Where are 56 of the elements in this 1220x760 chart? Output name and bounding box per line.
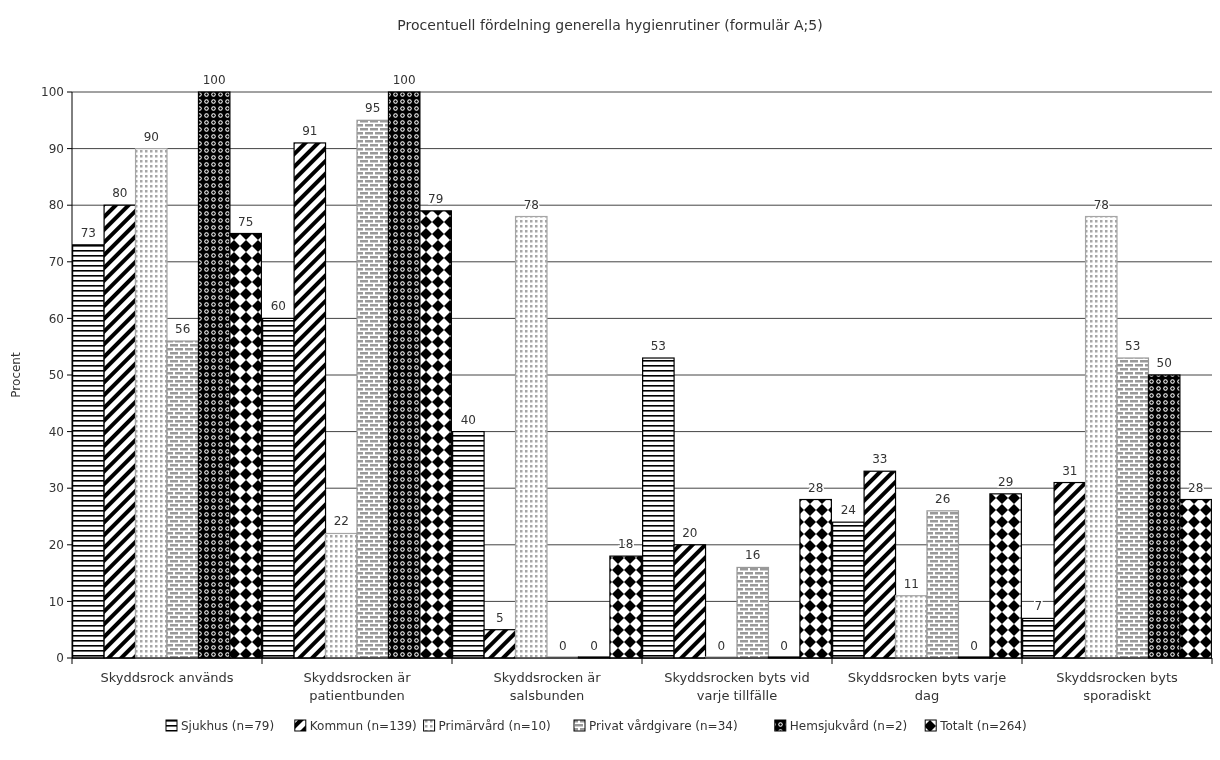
data-label: 20 xyxy=(682,525,698,540)
legend-label: Kommun (n=139) xyxy=(309,719,417,733)
data-label: 95 xyxy=(365,101,381,116)
data-label: 73 xyxy=(80,225,96,240)
x-tick-label: Skyddsrock används xyxy=(100,670,234,685)
y-tick-label: 40 xyxy=(48,424,64,439)
data-label: 31 xyxy=(1062,463,1078,478)
y-tick-label: 90 xyxy=(48,141,64,156)
x-tick-label: Skyddsrocken är salsbunden xyxy=(493,670,602,703)
data-label: 29 xyxy=(998,474,1014,489)
x-tick-label: Skyddsrocken är patientbunden xyxy=(303,670,412,703)
x-tick-label: Skyddsrocken byts vid varje tillfälle xyxy=(664,670,810,703)
data-label: 56 xyxy=(175,322,191,337)
data-label: 75 xyxy=(238,214,254,229)
y-tick-label: 20 xyxy=(48,538,64,552)
y-tick-label: 60 xyxy=(48,311,64,326)
legend-label: Totalt (n=264) xyxy=(939,719,1027,733)
data-label: 0 xyxy=(717,639,726,653)
data-label: 0 xyxy=(780,639,789,653)
data-label: 16 xyxy=(745,548,761,563)
data-label: 26 xyxy=(935,491,951,506)
chart-title: Procentuell fördelning generella hygienrutiner (formulär A;5) xyxy=(397,17,823,33)
data-label: 22 xyxy=(333,514,349,529)
y-tick-label: 80 xyxy=(48,198,64,213)
legend-label: Sjukhus (n=79) xyxy=(181,719,275,733)
y-axis-title: Procent xyxy=(9,352,23,398)
data-label: 80 xyxy=(112,186,128,201)
x-tick-label: Skyddsrocken byts varje dag xyxy=(847,670,1007,703)
data-label: 53 xyxy=(1125,339,1141,354)
data-label: 50 xyxy=(1156,356,1172,370)
data-label: 100 xyxy=(392,73,416,87)
y-tick-label: 100 xyxy=(41,85,64,100)
data-label: 0 xyxy=(970,639,979,653)
legend-label: Primärvård (n=10) xyxy=(438,719,551,733)
data-label: 53 xyxy=(650,339,666,354)
data-label: 79 xyxy=(428,191,444,206)
data-label: 100 xyxy=(202,73,226,87)
y-tick-label: 30 xyxy=(48,481,64,496)
data-label: 11 xyxy=(903,576,919,591)
data-label: 0 xyxy=(558,639,567,653)
data-label: 33 xyxy=(872,452,888,467)
data-label: 0 xyxy=(590,639,599,653)
y-tick-label: 50 xyxy=(48,368,64,383)
legend-label: Privat vårdgivare (n=34) xyxy=(589,719,738,733)
x-tick-label: Skyddsrocken byts sporadiskt xyxy=(1056,670,1179,703)
data-label: 60 xyxy=(270,299,286,314)
data-label: 24 xyxy=(840,503,856,518)
data-label: 7 xyxy=(1034,599,1043,614)
data-label: 91 xyxy=(302,123,318,138)
y-tick-label: 0 xyxy=(56,651,64,666)
data-label: 90 xyxy=(143,129,159,144)
data-label: 5 xyxy=(495,610,504,625)
y-tick-label: 10 xyxy=(48,594,64,609)
legend-label: Hemsjukvård (n=2) xyxy=(789,719,908,733)
y-tick-label: 70 xyxy=(48,255,64,269)
data-label: 40 xyxy=(460,412,476,427)
